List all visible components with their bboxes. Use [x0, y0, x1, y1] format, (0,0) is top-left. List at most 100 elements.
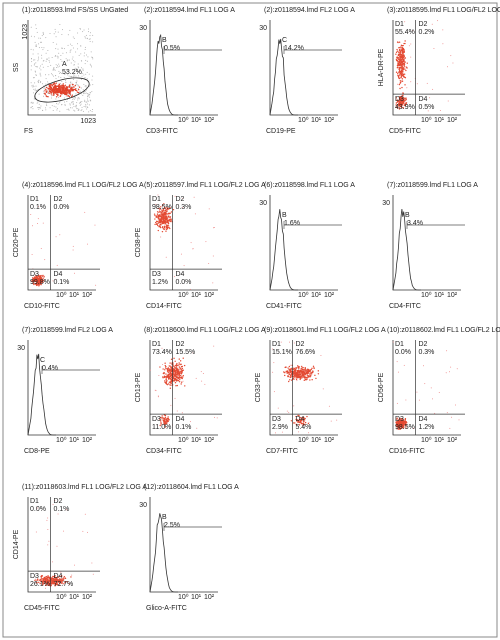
event-dot	[74, 97, 76, 99]
event-dot	[32, 86, 34, 88]
event-dot	[160, 221, 163, 223]
event-dot	[50, 84, 53, 86]
quadrant-name: D1	[152, 341, 161, 348]
event-dot	[30, 69, 32, 71]
event-dot	[89, 32, 91, 34]
event-dot	[77, 97, 79, 99]
gate-ellipse	[34, 77, 90, 103]
event-dot	[73, 64, 75, 66]
event-dot	[32, 278, 34, 280]
event-dot	[55, 236, 57, 238]
event-dot	[50, 86, 53, 88]
event-dot	[399, 427, 402, 429]
event-dot	[158, 211, 160, 214]
event-dot	[200, 371, 202, 373]
event-dot	[173, 378, 176, 381]
panel: (3):z0118595.lmd FL1 LOG/FL2 LOG A CD5-FI…	[378, 7, 500, 135]
event-dot	[39, 578, 42, 581]
event-dot	[52, 94, 54, 96]
event-dot	[314, 374, 316, 377]
x-tick: 10¹	[311, 292, 322, 299]
event-dot	[73, 564, 75, 566]
event-dot	[36, 281, 38, 283]
event-dot	[174, 374, 176, 377]
y-tick-label: 30	[17, 345, 25, 352]
event-dot	[64, 79, 66, 81]
event-dot	[84, 37, 86, 39]
event-dot	[174, 371, 177, 374]
event-dot	[154, 214, 156, 217]
event-dot	[170, 220, 172, 222]
event-dot	[52, 41, 54, 43]
gate-name: B	[405, 212, 410, 219]
x-axis-label: CD10-FITC	[24, 303, 60, 310]
event-dot	[170, 373, 173, 376]
event-dot	[50, 97, 52, 99]
event-dot	[71, 107, 73, 109]
event-dot	[304, 423, 306, 426]
event-dot	[58, 97, 60, 99]
x-tick: 10⁰	[298, 436, 309, 444]
event-dot	[179, 378, 181, 381]
event-dot	[398, 77, 401, 80]
axes	[27, 195, 96, 291]
event-dot	[167, 372, 170, 374]
event-dot	[450, 55, 452, 57]
event-dot	[53, 575, 56, 578]
event-dot	[167, 215, 170, 217]
event-dot	[400, 74, 402, 77]
event-dot	[70, 87, 72, 89]
event-dot	[401, 51, 404, 54]
event-dot	[167, 370, 169, 372]
quadrant-percent: 0.0%	[175, 279, 191, 286]
event-dot	[165, 378, 167, 380]
y-axis-label: SS	[13, 63, 20, 73]
event-dot	[57, 94, 59, 97]
gate-name: A	[62, 61, 67, 68]
event-dot	[88, 93, 90, 95]
event-dot	[176, 380, 178, 382]
quadrant-name: D2	[53, 498, 62, 505]
event-dot	[57, 91, 60, 94]
event-dot	[397, 103, 400, 106]
event-dot	[47, 58, 49, 60]
event-dot	[47, 544, 49, 546]
event-dot	[82, 72, 84, 74]
panel-title: (12):z0118604.lmd FL1 LOG A	[144, 484, 239, 491]
event-dot	[73, 72, 75, 74]
event-dot	[277, 407, 279, 409]
event-dot	[56, 55, 58, 57]
event-dot	[95, 284, 97, 286]
event-dot	[33, 283, 35, 286]
y-axis-label: HLA-DR-PE	[378, 48, 385, 86]
event-dot	[401, 421, 404, 423]
event-dot	[160, 224, 162, 226]
event-dot	[84, 90, 86, 92]
event-dot	[398, 47, 400, 49]
quadrant-name: D3	[30, 573, 39, 580]
event-dot	[330, 420, 332, 422]
event-dot	[85, 85, 87, 87]
event-dot	[37, 206, 39, 208]
event-dot	[162, 368, 164, 370]
x-tick: 10⁰	[56, 291, 67, 299]
event-dot	[404, 84, 406, 86]
event-dot	[180, 253, 182, 255]
event-dot	[58, 65, 60, 67]
event-dot	[398, 69, 401, 72]
event-dot	[153, 213, 156, 215]
event-dot	[74, 88, 76, 91]
event-dot	[165, 221, 167, 224]
event-dot	[69, 107, 71, 109]
event-dot	[91, 66, 93, 68]
event-dot	[161, 418, 163, 420]
event-dot	[58, 83, 60, 86]
event-dot	[74, 61, 76, 63]
event-dot	[54, 584, 57, 587]
quadrant-percent: 0.0%	[30, 506, 46, 513]
event-dot	[84, 513, 86, 515]
event-dot	[399, 104, 402, 106]
event-dot	[290, 379, 293, 381]
event-dot	[162, 217, 165, 219]
event-dot	[175, 385, 177, 387]
